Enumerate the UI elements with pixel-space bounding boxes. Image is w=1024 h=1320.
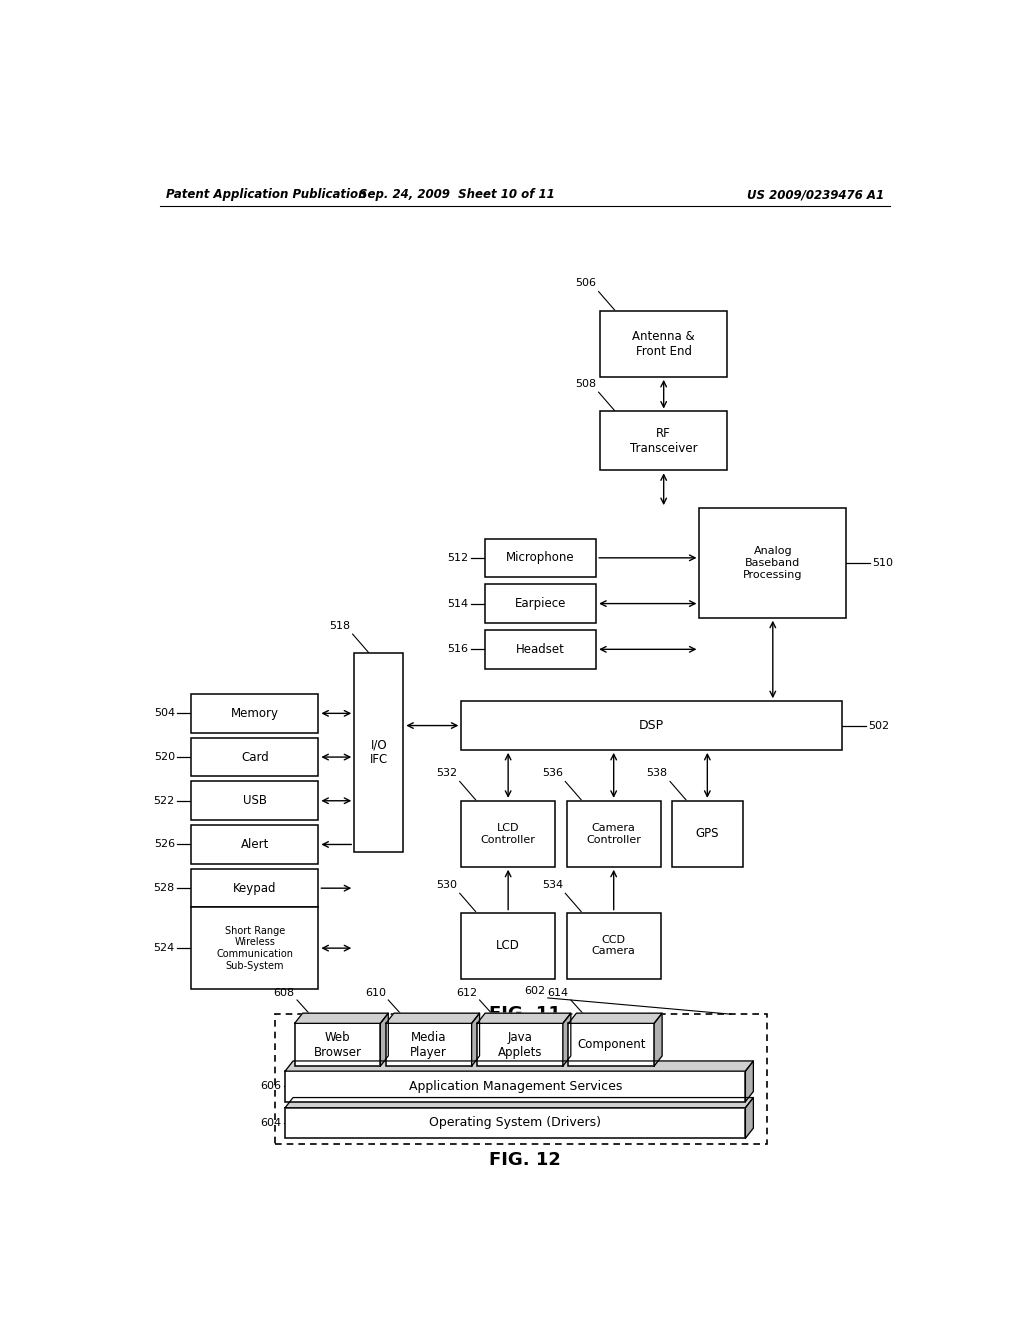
Text: Antenna &
Front End: Antenna & Front End xyxy=(633,330,695,358)
FancyBboxPatch shape xyxy=(191,694,318,733)
Text: Earpiece: Earpiece xyxy=(515,597,566,610)
Text: 514: 514 xyxy=(447,598,468,609)
FancyBboxPatch shape xyxy=(600,412,727,470)
Polygon shape xyxy=(654,1014,663,1067)
FancyBboxPatch shape xyxy=(295,1023,380,1067)
Text: 606: 606 xyxy=(260,1081,282,1092)
Text: 530: 530 xyxy=(436,880,458,890)
Text: Web
Browser: Web Browser xyxy=(313,1031,361,1059)
Text: 522: 522 xyxy=(154,796,175,805)
FancyBboxPatch shape xyxy=(285,1107,745,1138)
Text: Keypad: Keypad xyxy=(233,882,276,895)
FancyBboxPatch shape xyxy=(191,907,318,989)
Text: Sep. 24, 2009  Sheet 10 of 11: Sep. 24, 2009 Sheet 10 of 11 xyxy=(359,189,555,202)
FancyBboxPatch shape xyxy=(672,801,743,867)
Text: 612: 612 xyxy=(456,987,477,998)
Polygon shape xyxy=(745,1061,754,1102)
Text: FIG. 11: FIG. 11 xyxy=(488,1006,561,1023)
Text: 536: 536 xyxy=(542,768,563,779)
Text: 518: 518 xyxy=(329,620,350,631)
Polygon shape xyxy=(472,1014,479,1067)
Text: 610: 610 xyxy=(365,987,386,998)
Text: USB: USB xyxy=(243,795,267,808)
Polygon shape xyxy=(568,1014,663,1023)
Text: Microphone: Microphone xyxy=(506,552,575,565)
Text: Headset: Headset xyxy=(516,643,565,656)
FancyBboxPatch shape xyxy=(699,508,846,618)
FancyBboxPatch shape xyxy=(485,539,596,577)
FancyBboxPatch shape xyxy=(191,825,318,863)
Text: Analog
Baseband
Processing: Analog Baseband Processing xyxy=(743,546,803,579)
Text: I/O
IFC: I/O IFC xyxy=(370,738,388,767)
Text: 526: 526 xyxy=(154,840,175,850)
Text: Memory: Memory xyxy=(231,706,279,719)
Text: US 2009/0239476 A1: US 2009/0239476 A1 xyxy=(748,189,884,202)
Text: 510: 510 xyxy=(872,558,893,568)
Text: 604: 604 xyxy=(260,1118,282,1129)
Text: 602: 602 xyxy=(524,986,546,995)
Text: LCD: LCD xyxy=(497,939,520,952)
Text: 512: 512 xyxy=(447,553,468,562)
Text: Alert: Alert xyxy=(241,838,269,851)
Text: 524: 524 xyxy=(154,944,175,953)
Text: 528: 528 xyxy=(154,883,175,894)
FancyBboxPatch shape xyxy=(477,1023,563,1067)
FancyBboxPatch shape xyxy=(567,801,660,867)
Text: Short Range
Wireless
Communication
Sub-System: Short Range Wireless Communication Sub-S… xyxy=(216,925,294,970)
FancyBboxPatch shape xyxy=(461,701,842,750)
FancyBboxPatch shape xyxy=(386,1023,472,1067)
FancyBboxPatch shape xyxy=(567,912,660,978)
FancyBboxPatch shape xyxy=(191,869,318,907)
Text: RF
Transceiver: RF Transceiver xyxy=(630,426,697,455)
Polygon shape xyxy=(386,1014,479,1023)
Text: DSP: DSP xyxy=(639,719,665,733)
Text: Media
Player: Media Player xyxy=(411,1031,447,1059)
Text: 520: 520 xyxy=(154,752,175,762)
FancyBboxPatch shape xyxy=(191,738,318,776)
Text: 508: 508 xyxy=(575,379,596,389)
FancyBboxPatch shape xyxy=(600,312,727,378)
FancyBboxPatch shape xyxy=(485,585,596,623)
Text: 614: 614 xyxy=(547,987,568,998)
Polygon shape xyxy=(563,1014,570,1067)
Text: 506: 506 xyxy=(575,279,596,289)
Text: GPS: GPS xyxy=(695,828,719,841)
Text: FIG. 12: FIG. 12 xyxy=(488,1151,561,1168)
Text: 534: 534 xyxy=(542,880,563,890)
Polygon shape xyxy=(285,1097,754,1107)
Polygon shape xyxy=(477,1014,570,1023)
FancyBboxPatch shape xyxy=(568,1023,654,1067)
Text: 504: 504 xyxy=(154,709,175,718)
Text: Application Management Services: Application Management Services xyxy=(409,1080,622,1093)
Polygon shape xyxy=(380,1014,388,1067)
Text: Java
Applets: Java Applets xyxy=(498,1031,543,1059)
FancyBboxPatch shape xyxy=(191,781,318,820)
FancyBboxPatch shape xyxy=(354,653,403,851)
Text: 538: 538 xyxy=(646,768,668,779)
Text: Card: Card xyxy=(241,751,269,763)
FancyBboxPatch shape xyxy=(285,1071,745,1102)
Text: CCD
Camera: CCD Camera xyxy=(592,935,636,957)
Polygon shape xyxy=(745,1097,754,1138)
Text: Component: Component xyxy=(578,1039,645,1051)
FancyBboxPatch shape xyxy=(274,1014,767,1144)
FancyBboxPatch shape xyxy=(485,630,596,669)
FancyBboxPatch shape xyxy=(461,801,555,867)
Polygon shape xyxy=(285,1061,754,1071)
Text: Operating System (Drivers): Operating System (Drivers) xyxy=(429,1117,601,1130)
Text: 532: 532 xyxy=(436,768,458,779)
FancyBboxPatch shape xyxy=(461,912,555,978)
Text: 516: 516 xyxy=(447,644,468,655)
Text: 608: 608 xyxy=(273,987,295,998)
Text: 502: 502 xyxy=(868,721,890,730)
Text: Patent Application Publication: Patent Application Publication xyxy=(166,189,367,202)
Polygon shape xyxy=(295,1014,388,1023)
Text: LCD
Controller: LCD Controller xyxy=(480,822,536,845)
Text: Camera
Controller: Camera Controller xyxy=(587,822,641,845)
